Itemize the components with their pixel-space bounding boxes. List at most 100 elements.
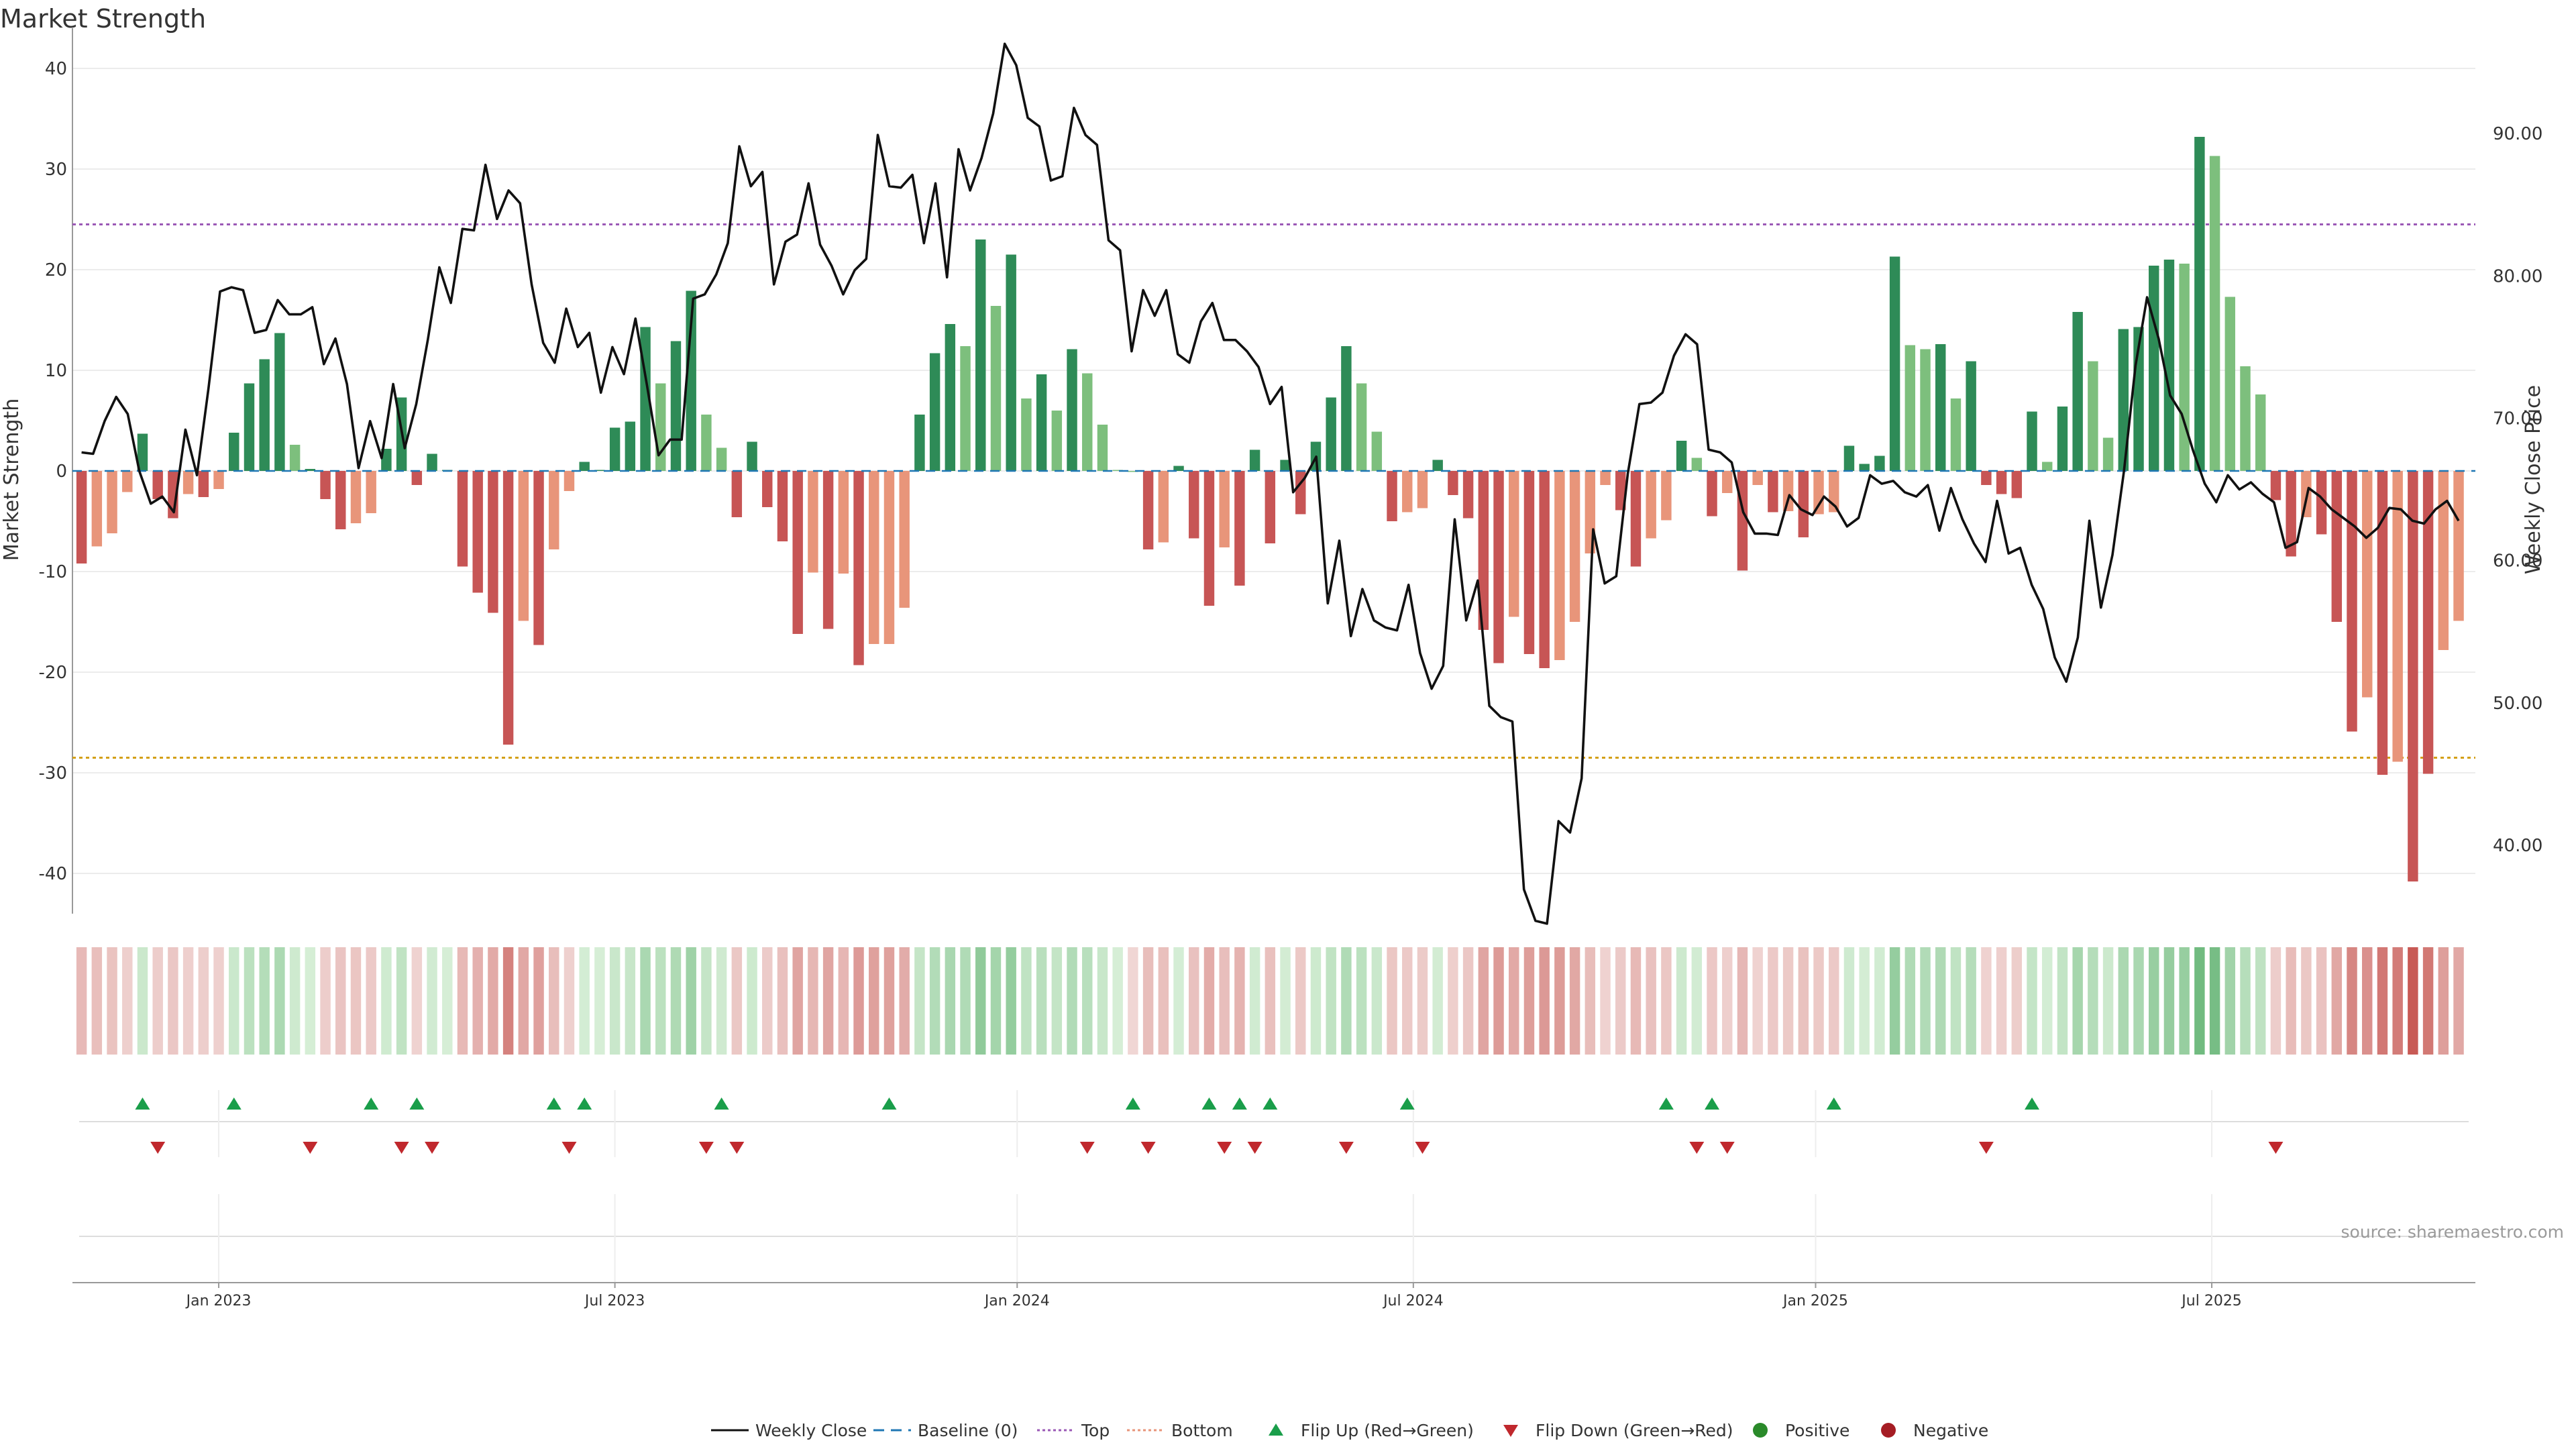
heatmap-cell — [1509, 947, 1519, 1055]
y-tick-label: -10 — [39, 562, 67, 582]
strength-bar — [1051, 411, 1063, 471]
legend-item: Weekly Close — [711, 1421, 867, 1440]
heatmap-cell — [808, 947, 818, 1055]
strength-bar — [1843, 445, 1855, 471]
heatmap-cell — [442, 947, 453, 1055]
strength-bar — [960, 346, 971, 471]
flip-up-marker — [1658, 1097, 1674, 1110]
y2-tick-label: 70.00 — [2493, 409, 2542, 429]
flip-down-marker — [1978, 1142, 1994, 1154]
heatmap-cell — [2270, 947, 2282, 1055]
heatmap-cell — [1523, 947, 1535, 1055]
heatmap-cell — [1950, 947, 1962, 1055]
heatmap-cell — [1036, 947, 1047, 1055]
heatmap-cell — [899, 947, 910, 1055]
strength-bar — [1265, 471, 1276, 543]
legend-item: Bottom — [1127, 1421, 1233, 1440]
heatmap-cell — [579, 947, 590, 1055]
heatmap-cell — [1341, 947, 1352, 1055]
heatmap-cell — [609, 947, 621, 1055]
heatmap-cell — [1615, 947, 1626, 1055]
strength-bar — [1691, 458, 1703, 471]
heatmap-cell — [2027, 947, 2037, 1055]
heatmap-cell — [1219, 947, 1230, 1055]
strength-bar — [625, 421, 636, 471]
strength-bar — [411, 471, 423, 485]
strength-bar — [1554, 471, 1565, 660]
heatmap-cell — [2438, 947, 2449, 1055]
heatmap-cell — [1920, 947, 1931, 1055]
heatmap-cell — [1142, 947, 1154, 1055]
flip-down-marker — [1140, 1142, 1156, 1154]
heatmap-cell — [1478, 947, 1489, 1055]
legend-item: Top — [1037, 1421, 1110, 1440]
strength-bar — [1737, 471, 1748, 571]
heatmap-cell — [1448, 947, 1458, 1055]
heatmap-cell — [152, 947, 163, 1055]
legend-label: Baseline (0) — [918, 1421, 1018, 1440]
flip-up-marker — [546, 1097, 561, 1110]
strength-bar — [1128, 471, 1138, 472]
strength-bar — [1920, 349, 1931, 471]
strength-bar — [2088, 361, 2098, 471]
strength-bar — [1341, 346, 1352, 471]
heatmap-cell — [1280, 947, 1291, 1055]
heatmap-cell — [1859, 947, 1870, 1055]
flip-up-marker — [1125, 1097, 1140, 1110]
strength-bar — [1569, 471, 1580, 622]
strength-bar — [609, 427, 621, 471]
x-tick-label: Jan 2025 — [1782, 1293, 1848, 1309]
heatmap-cell — [1234, 947, 1245, 1055]
flip-up-marker — [1399, 1097, 1415, 1110]
heatmap-cell — [488, 947, 498, 1055]
strength-bar — [1478, 471, 1489, 630]
strength-bar — [1006, 254, 1016, 471]
heatmap-cell — [1585, 947, 1596, 1055]
legend-label: Top — [1081, 1421, 1110, 1440]
legend-triangle-down-icon — [1503, 1425, 1518, 1437]
legend-item: Positive — [1753, 1421, 1849, 1440]
flip-up-marker — [714, 1097, 729, 1110]
heatmap-cell — [869, 947, 879, 1055]
heatmap-cell — [2301, 947, 2312, 1055]
strength-bar — [822, 471, 834, 629]
heatmap-cell — [564, 947, 575, 1055]
heatmap-cell — [2209, 947, 2220, 1055]
strength-bar — [655, 383, 666, 471]
heatmap-cell — [1112, 947, 1123, 1055]
strength-bar — [1158, 471, 1169, 543]
strength-bar — [929, 353, 941, 471]
strength-bar — [533, 471, 544, 645]
legend-circle-icon — [1753, 1423, 1768, 1438]
heatmap-cell — [1935, 947, 1946, 1055]
strength-bar — [1219, 471, 1230, 547]
flip-up-marker — [409, 1097, 425, 1110]
strength-bar — [2422, 471, 2434, 774]
strength-bar — [2240, 366, 2251, 471]
heatmap-cell — [2408, 947, 2418, 1055]
heatmap-cell — [1966, 947, 1976, 1055]
strength-bar — [2286, 471, 2296, 557]
heatmap-cell — [1798, 947, 1809, 1055]
y-tick-label: -20 — [39, 663, 67, 683]
heatmap-cell — [350, 947, 362, 1055]
y-tick-label: -40 — [39, 864, 67, 884]
strength-bar — [305, 469, 316, 471]
y-tick-label: 20 — [45, 260, 67, 280]
flip-down-marker — [1415, 1142, 1430, 1154]
weekly-close-line — [81, 42, 2460, 925]
heatmap-cell — [1646, 947, 1656, 1055]
heatmap-cell — [198, 947, 209, 1055]
strength-bar — [1097, 425, 1108, 471]
flip-down-marker — [1079, 1142, 1095, 1154]
heatmap-cell — [274, 947, 285, 1055]
heatmap-cell — [2240, 947, 2251, 1055]
strength-bar — [259, 359, 270, 471]
strength-bar — [899, 471, 910, 608]
flip-down-marker — [394, 1142, 409, 1154]
heatmap-cell — [625, 947, 636, 1055]
legend-label: Flip Down (Green→Red) — [1536, 1421, 1733, 1440]
strength-bar — [1752, 471, 1763, 485]
strength-bar — [1356, 383, 1367, 471]
heatmap-cell — [2255, 947, 2266, 1055]
